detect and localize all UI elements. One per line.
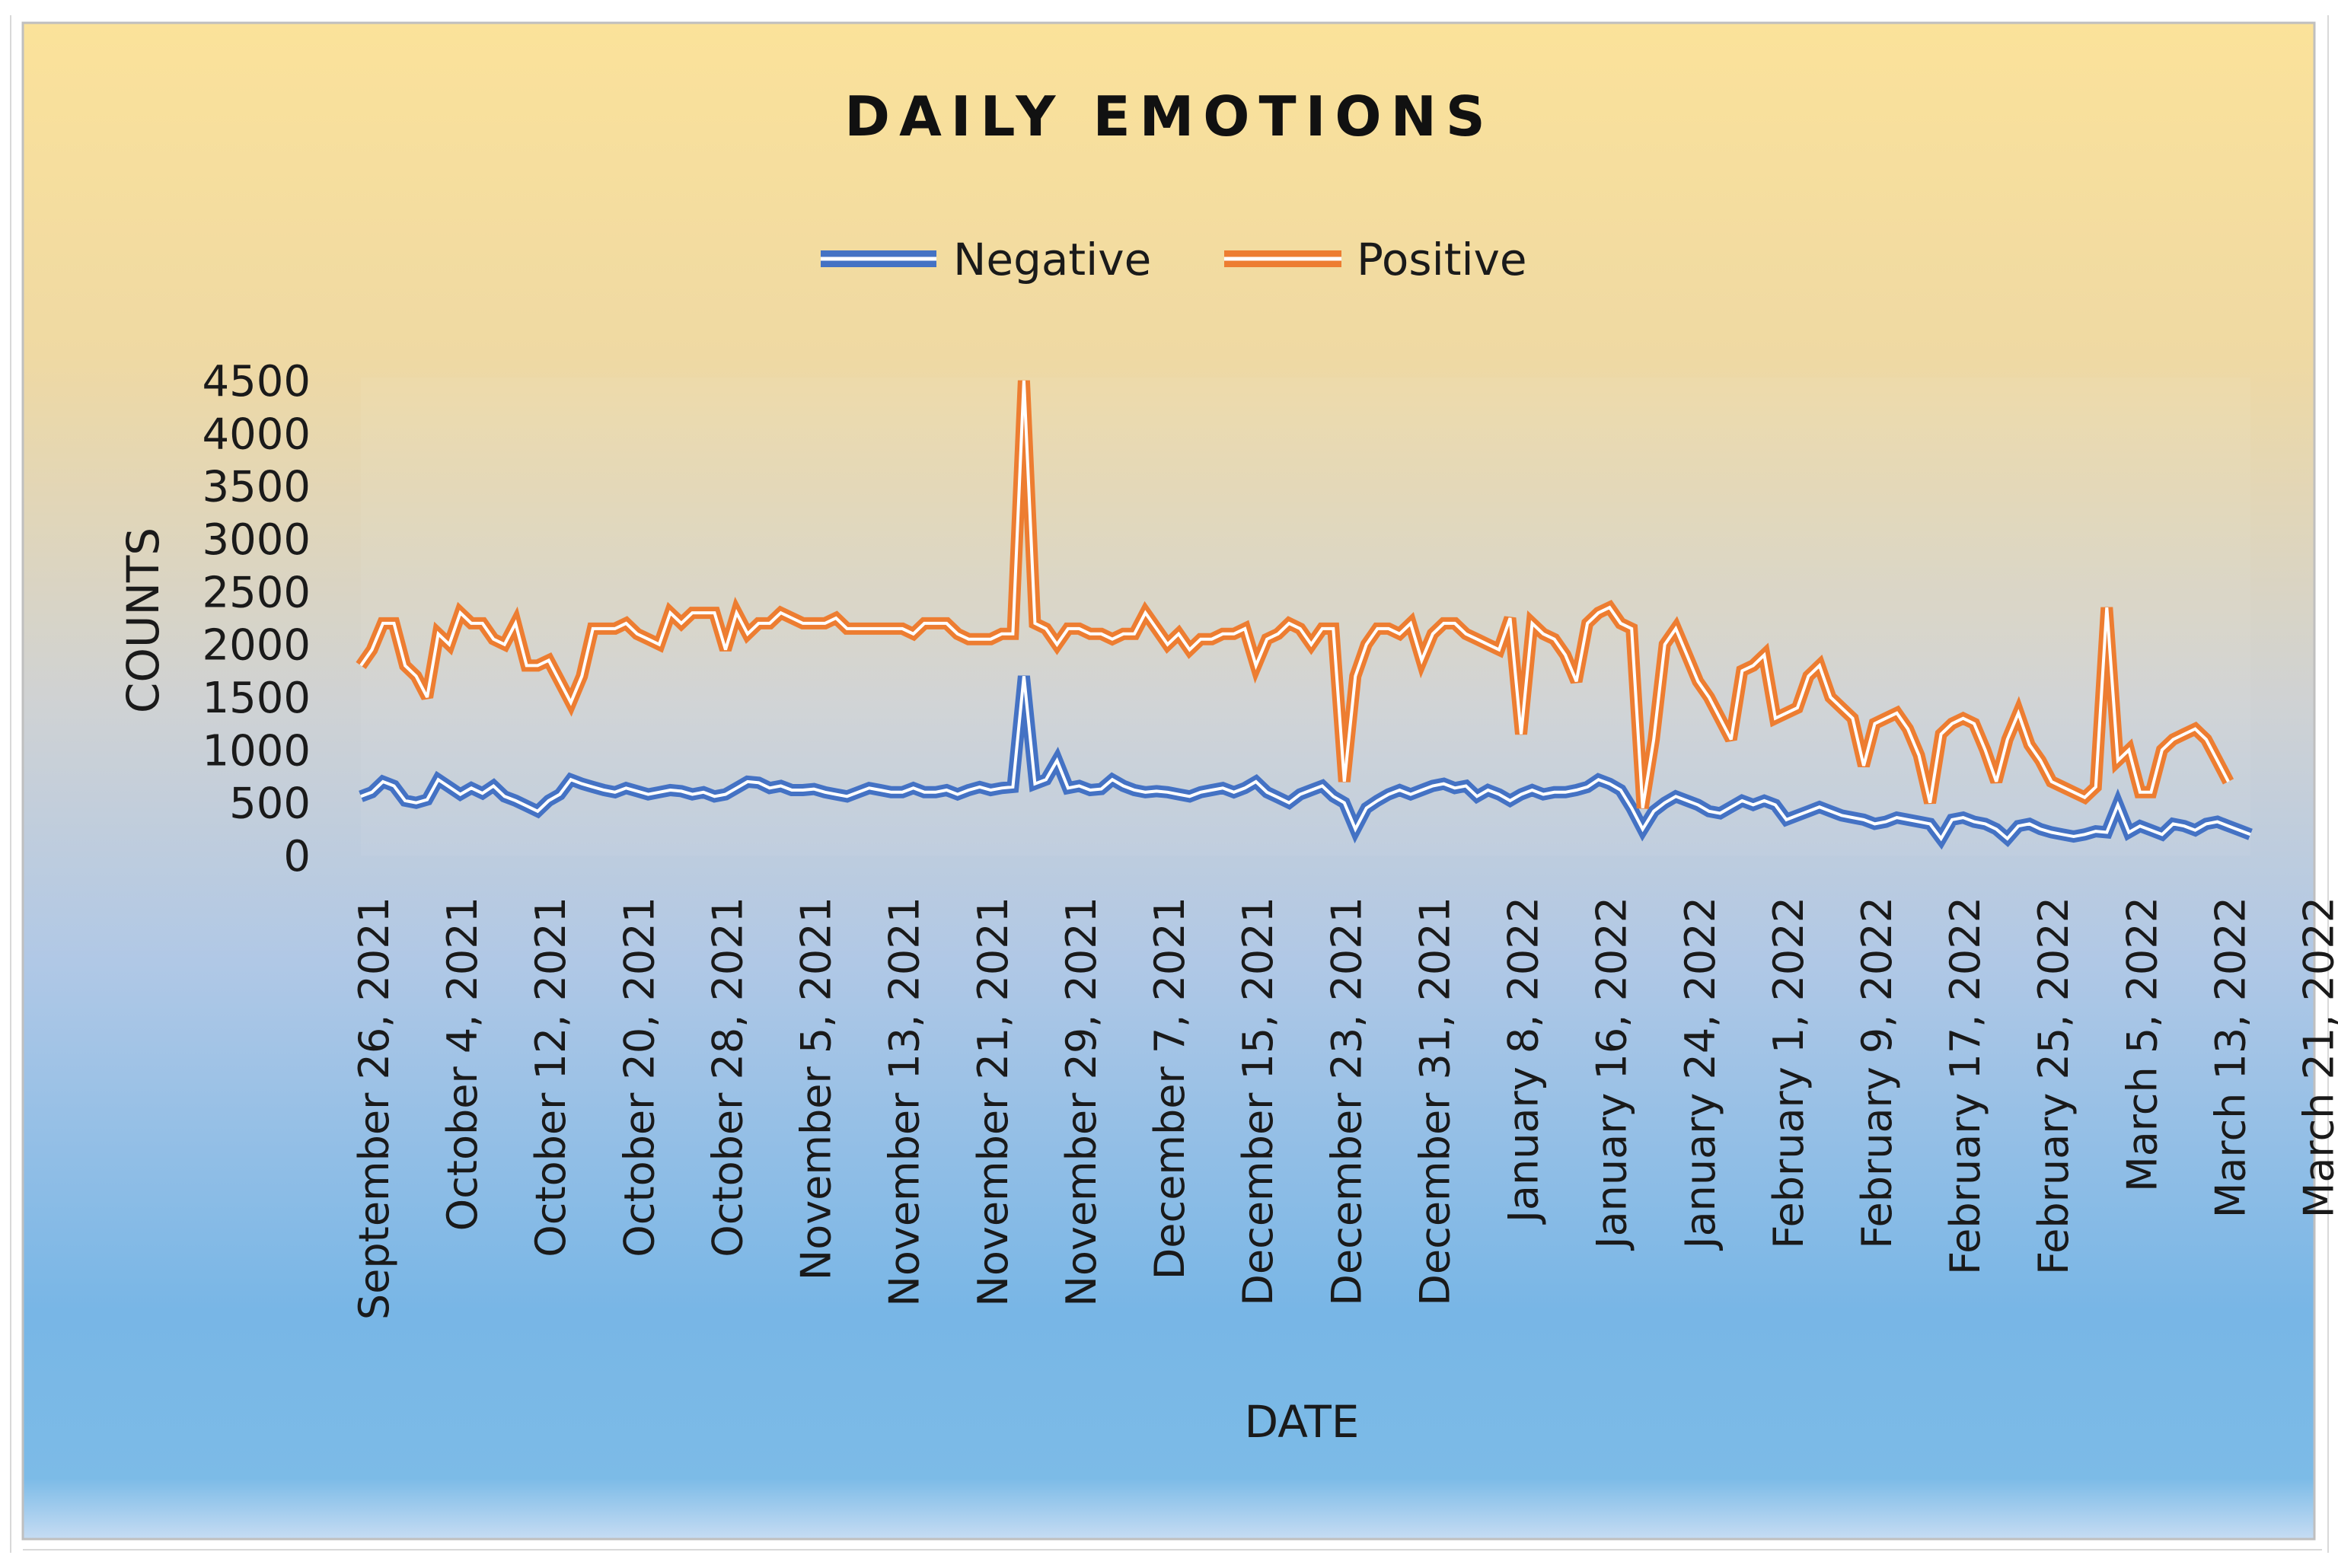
y-tick-label-500: 500 bbox=[229, 779, 311, 829]
y-tick-label-1500: 1500 bbox=[202, 674, 311, 723]
x-tick-label-4: October 28, 2021 bbox=[703, 897, 751, 1257]
x-tick-label-10: December 15, 2021 bbox=[1234, 897, 1282, 1306]
y-tick-label-0: 0 bbox=[283, 832, 311, 881]
series-line-inner-negative bbox=[360, 676, 2251, 842]
x-tick-label-21: March 13, 2022 bbox=[2206, 897, 2254, 1218]
series-positive bbox=[356, 380, 2234, 809]
chart-title: DAILY EMOTIONS bbox=[844, 84, 1494, 148]
y-tick-label-4000: 4000 bbox=[202, 410, 311, 459]
x-tick-label-6: November 13, 2021 bbox=[881, 897, 929, 1307]
series-line-inner-positive bbox=[359, 380, 2230, 808]
y-tick-label-1000: 1000 bbox=[202, 726, 311, 776]
x-tick-label-22: March 21, 2022 bbox=[2295, 897, 2338, 1218]
x-tick-label-12: December 31, 2021 bbox=[1411, 897, 1459, 1306]
legend-item-positive: Positive bbox=[1224, 234, 1527, 285]
y-tick-label-3000: 3000 bbox=[202, 515, 311, 565]
x-tick-label-17: February 9, 2022 bbox=[1853, 897, 1901, 1249]
x-tick-label-19: February 25, 2022 bbox=[2030, 897, 2078, 1275]
x-tick-label-14: January 16, 2022 bbox=[1588, 897, 1636, 1251]
x-tick-label-20: March 5, 2022 bbox=[2118, 897, 2166, 1192]
legend-label-positive: Positive bbox=[1357, 234, 1527, 285]
y-axis-title: COUNTS bbox=[117, 527, 169, 713]
plot-area bbox=[361, 378, 2250, 856]
y-tick-label-2500: 2500 bbox=[202, 568, 311, 617]
x-axis-ticks: September 26, 2021 October 4, 2021 October… bbox=[350, 897, 2338, 1320]
x-tick-label-5: November 5, 2021 bbox=[793, 897, 840, 1280]
x-tick-label-13: January 8, 2022 bbox=[1500, 897, 1548, 1225]
y-tick-label-3500: 3500 bbox=[202, 463, 311, 512]
x-axis-title: DATE bbox=[1245, 1396, 1360, 1448]
series-negative bbox=[359, 675, 2253, 850]
legend-label-negative: Negative bbox=[953, 234, 1151, 285]
series-layer bbox=[356, 380, 2253, 850]
x-tick-label-16: February 1, 2022 bbox=[1765, 897, 1813, 1249]
legend: Negative Positive bbox=[821, 234, 1527, 285]
x-tick-label-18: February 17, 2022 bbox=[1941, 897, 1989, 1275]
x-tick-label-11: December 23, 2021 bbox=[1322, 897, 1370, 1306]
x-tick-label-0: September 26, 2021 bbox=[350, 897, 398, 1320]
x-tick-label-9: December 7, 2021 bbox=[1146, 897, 1194, 1280]
x-tick-label-1: October 4, 2021 bbox=[439, 897, 486, 1231]
x-tick-label-3: October 20, 2021 bbox=[615, 897, 663, 1257]
legend-item-negative: Negative bbox=[821, 234, 1151, 285]
x-tick-label-2: October 12, 2021 bbox=[527, 897, 575, 1257]
x-tick-label-8: November 29, 2021 bbox=[1057, 897, 1105, 1307]
x-tick-label-15: January 24, 2022 bbox=[1676, 897, 1724, 1251]
y-tick-label-2000: 2000 bbox=[202, 621, 311, 671]
x-tick-label-7: November 21, 2021 bbox=[969, 897, 1017, 1307]
y-tick-label-4500: 4500 bbox=[202, 357, 311, 406]
